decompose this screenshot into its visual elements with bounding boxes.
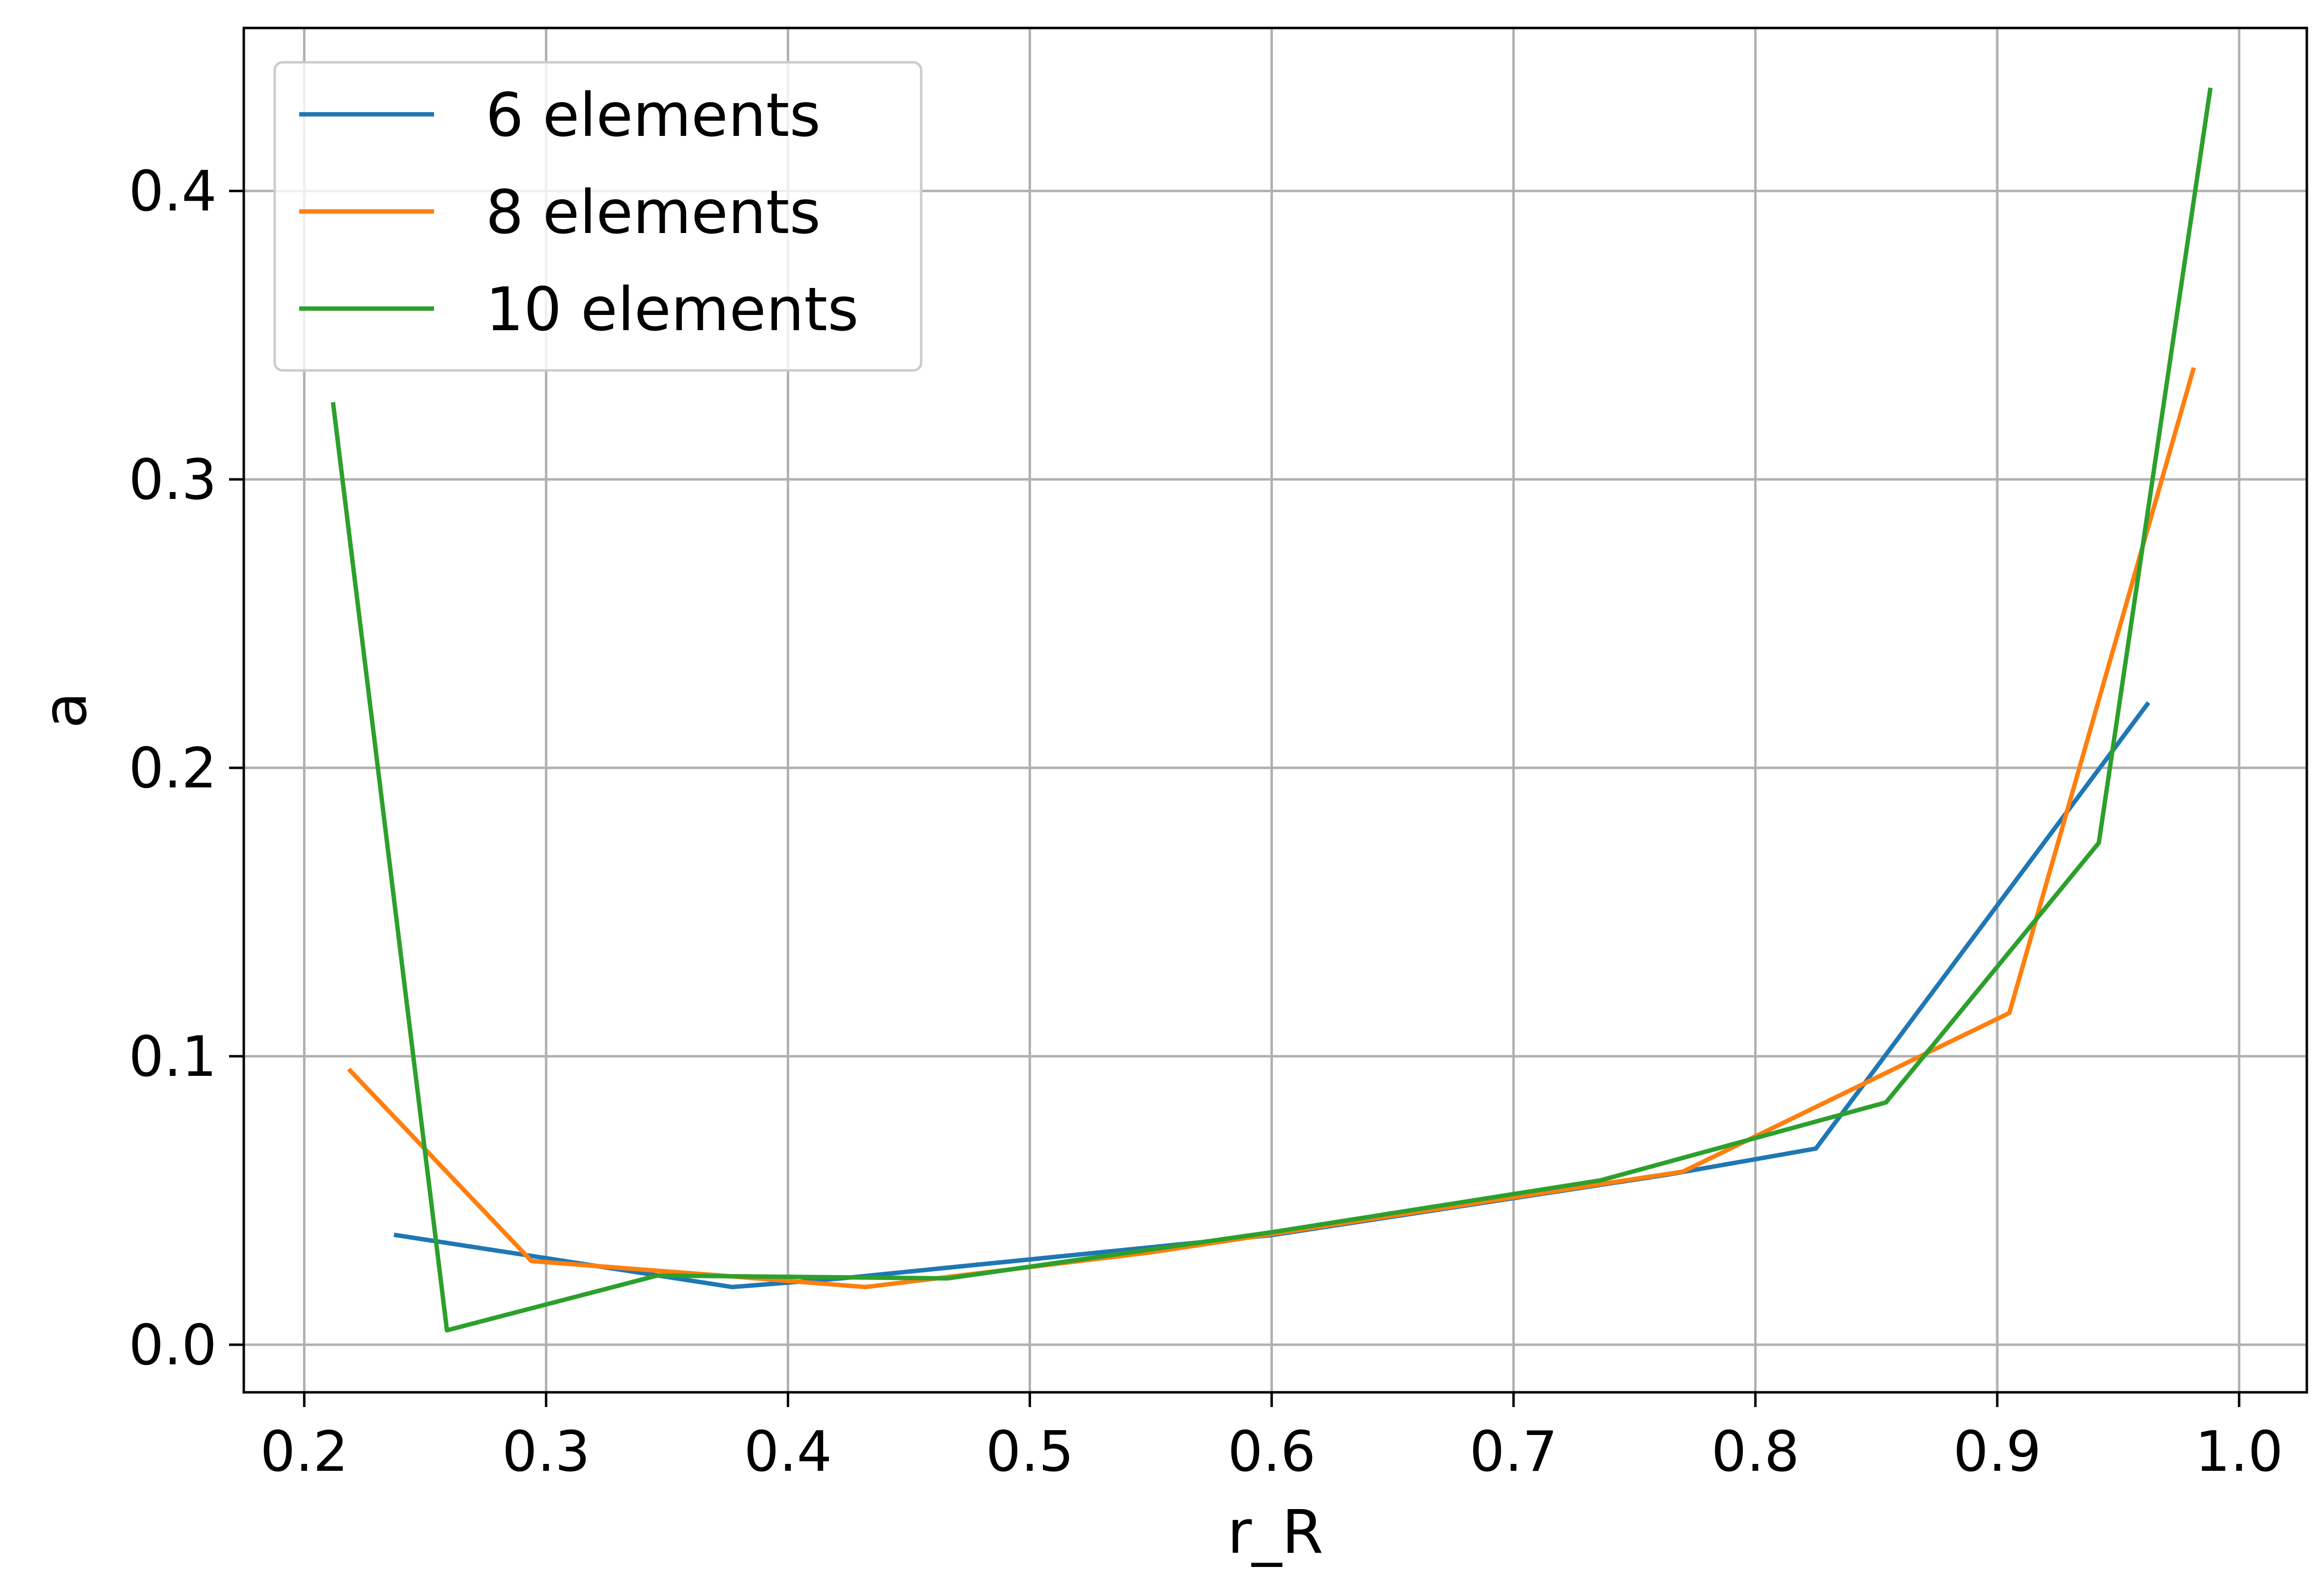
x-tick-label: 0.7 [1470,1419,1558,1484]
plot-frame [242,26,2308,1394]
x-tick-label: 0.3 [502,1419,590,1484]
x-tick-label: 0.9 [1953,1419,2041,1484]
ticks: 0.2 0.3 0.4 0.5 0.6 0.7 0.8 0.9 1.0 0.0 0.1 0.2 0.3 0… [129,159,2283,1484]
y-tick-label: 0.1 [129,1024,217,1089]
x-tick-label: 1.0 [2195,1419,2283,1484]
series-line-10-elements [331,87,2213,1333]
legend-label: 10 elements [486,275,859,344]
y-axis-label: a [30,692,100,729]
series-lines [331,87,2213,1333]
legend-label: 6 elements [486,80,821,150]
x-tick-label: 0.5 [986,1419,1074,1484]
legend-label: 8 elements [486,178,821,247]
legend: 6 elements 8 elements 10 elements [273,61,923,372]
y-tick-label: 0.4 [129,159,217,224]
y-tick-label: 0.2 [129,736,217,801]
x-tick-label: 0.6 [1228,1419,1316,1484]
x-axis-label: r_R [1227,1497,1323,1567]
x-tick-label: 0.4 [744,1419,832,1484]
x-tick-label: 0.8 [1711,1419,1800,1484]
y-tick-label: 0.3 [129,447,217,512]
y-tick-label: 0.0 [129,1313,217,1378]
legend-box [273,61,923,372]
x-tick-label: 0.2 [260,1419,348,1484]
